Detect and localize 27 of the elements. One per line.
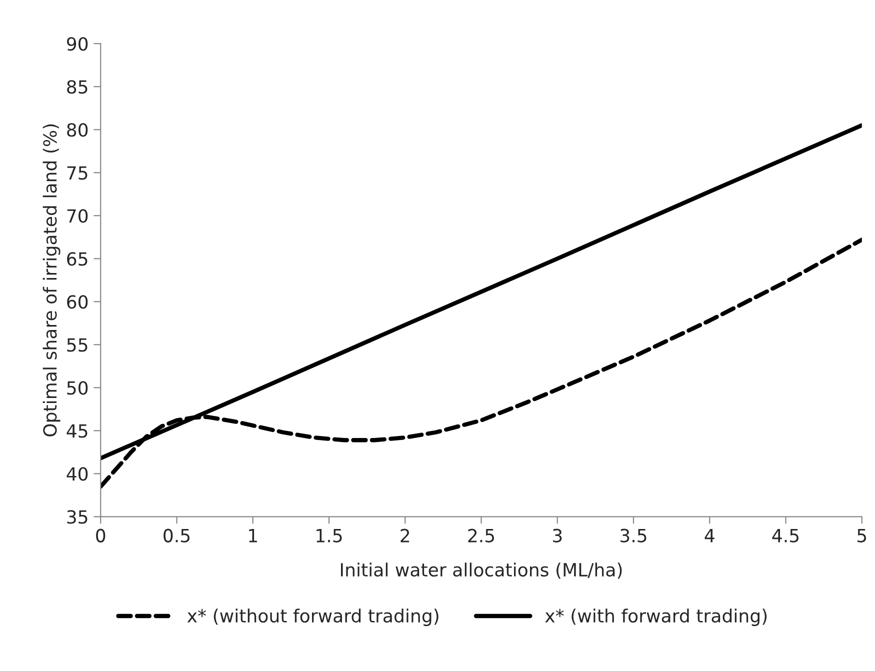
- y-tick-label: 70: [67, 209, 88, 223]
- legend-label: x* (with forward trading): [545, 608, 767, 626]
- legend-label: x* (without forward trading): [187, 608, 438, 626]
- x-tick-label: 2.5: [468, 528, 494, 542]
- x-tick-label: 3: [553, 528, 562, 542]
- y-tick-label: 65: [67, 252, 88, 266]
- x-tick-label: 0: [96, 528, 106, 542]
- y-tick-label: 85: [67, 80, 88, 94]
- y-tick-label: 60: [67, 295, 88, 309]
- y-tick-label: 40: [66, 467, 88, 481]
- x-tick-label: 0.5: [164, 528, 190, 542]
- y-tick-label: 35: [67, 510, 88, 524]
- y-tick-label: 80: [67, 123, 88, 137]
- y-axis-title: Optimal share of irrigated land (%): [42, 124, 60, 436]
- x-tick-label: 1: [249, 529, 257, 542]
- x-tick-label: 5: [858, 529, 866, 542]
- x-axis-title: Initial water allocations (ML/ha): [340, 562, 622, 579]
- y-tick-label: 75: [67, 166, 88, 180]
- y-tick-label: 55: [67, 338, 88, 352]
- y-tick-label: 90: [66, 37, 88, 51]
- x-tick-label: 3.5: [620, 528, 646, 542]
- x-tick-label: 2: [400, 528, 410, 542]
- y-tick-label: 50: [67, 381, 88, 395]
- x-tick-label: 1.5: [316, 529, 342, 542]
- x-tick-label: 4: [704, 529, 714, 542]
- x-tick-label: 4.5: [772, 529, 799, 542]
- y-tick-label: 45: [66, 424, 88, 438]
